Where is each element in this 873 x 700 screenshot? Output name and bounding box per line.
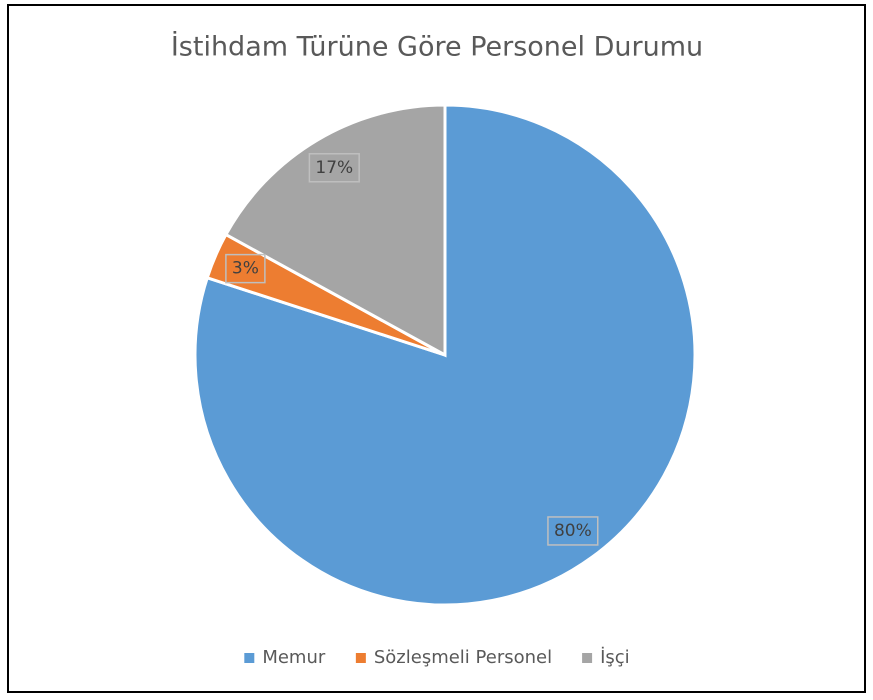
data-label: 80% — [554, 521, 592, 541]
data-label-box — [225, 253, 266, 284]
chart-title: İstihdam Türüne Göre Personel Durumu — [171, 31, 703, 63]
legend-label: İşçi — [600, 647, 630, 668]
data-label-box — [547, 516, 599, 546]
legend-swatch — [355, 653, 366, 663]
legend-swatch — [244, 653, 255, 663]
data-label: 17% — [315, 158, 353, 178]
legend-label: Memur — [262, 647, 326, 668]
data-label: 3% — [232, 259, 259, 279]
legend-label: Sözleşmeli Personel — [374, 647, 552, 668]
pie-slice — [223, 103, 447, 358]
legend-swatch — [582, 653, 593, 663]
data-label-box — [308, 153, 360, 183]
